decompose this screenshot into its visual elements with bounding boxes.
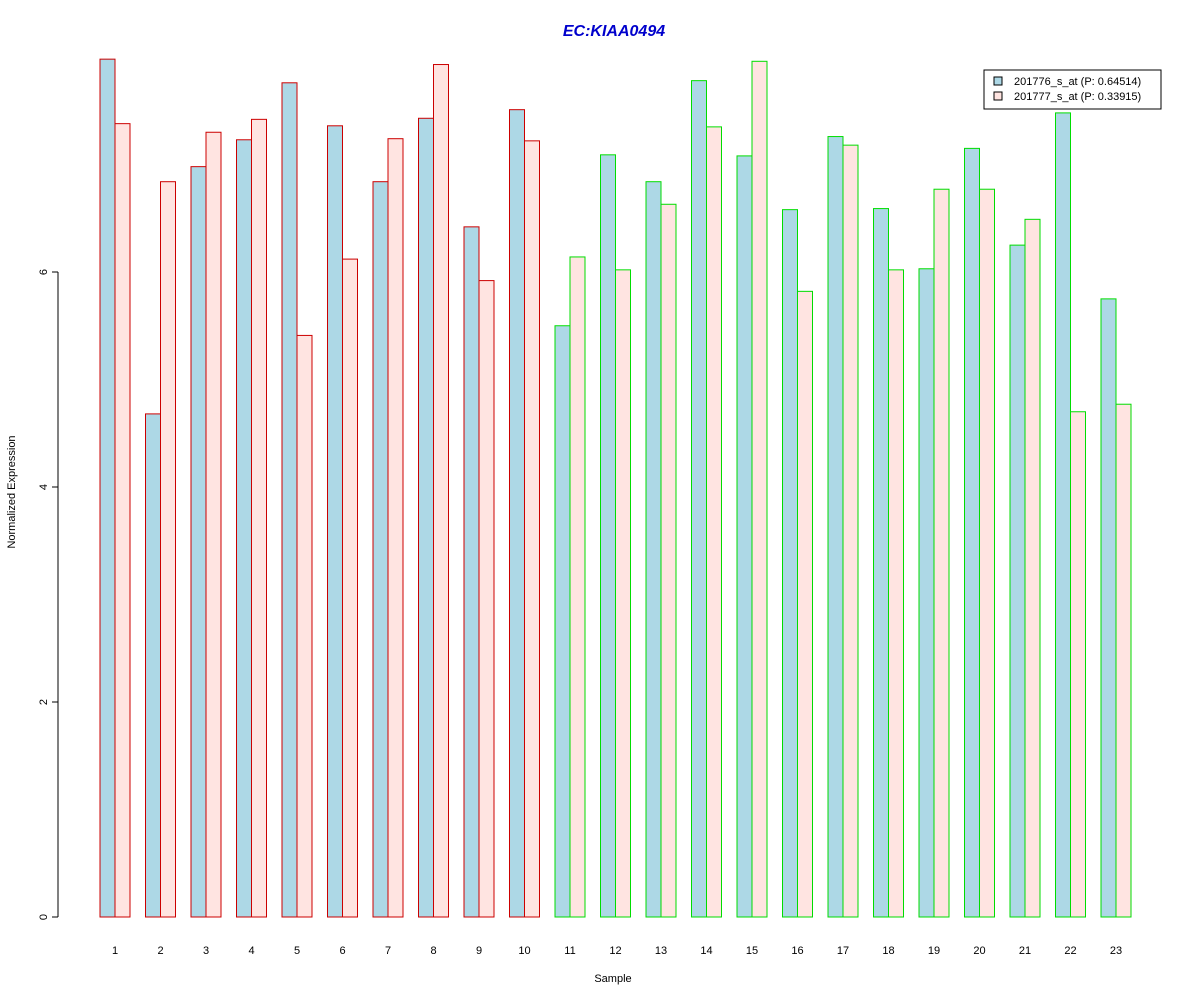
x-tick-label: 9	[476, 945, 482, 957]
y-tick-label: 6	[38, 269, 50, 275]
x-tick-labels: 1 2 3 4 5 6 7 8 9 10 11 12 13 14 15 16 17 18 19 20 21 22 23	[112, 945, 1122, 957]
bar-sample-15-series-1	[736, 155, 753, 918]
bar-sample-5-series-2	[296, 334, 313, 918]
bars-group	[99, 58, 1132, 918]
bar-sample-1-series-2	[114, 123, 131, 918]
bar-sample-16-series-1	[782, 209, 798, 918]
bar-sample-7-series-2	[387, 138, 404, 918]
x-tick-label: 3	[203, 945, 209, 957]
x-tick-label: 19	[928, 945, 940, 957]
bar-sample-23-series-1	[1100, 298, 1117, 918]
bar-sample-14-series-2	[706, 126, 722, 918]
x-axis-label: Sample	[594, 973, 631, 985]
bar-sample-15-series-2	[751, 60, 768, 918]
bar-sample-12-series-1	[600, 154, 616, 918]
y-tick-label: 4	[38, 484, 50, 490]
x-tick-label: 13	[655, 945, 667, 957]
bar-sample-2-series-1	[145, 413, 161, 918]
chart-title: EC:KIAA0494	[563, 23, 665, 40]
bar-sample-12-series-2	[615, 269, 631, 918]
bar-sample-23-series-2	[1115, 403, 1132, 918]
bar-sample-14-series-1	[691, 80, 707, 918]
x-tick-label: 6	[339, 945, 345, 957]
legend-swatch-201776	[993, 76, 1003, 86]
bar-sample-19-series-1	[918, 268, 935, 918]
legend: 201776_s_at (P: 0.64514) 201777_s_at (P:…	[983, 69, 1162, 110]
x-tick-label: 2	[157, 945, 163, 957]
bar-sample-6-series-2	[342, 258, 358, 918]
x-tick-label: 17	[837, 945, 849, 957]
x-tick-label: 21	[1019, 945, 1031, 957]
x-tick-label: 10	[518, 945, 530, 957]
bar-sample-17-series-2	[842, 144, 859, 918]
bar-sample-13-series-1	[645, 181, 662, 918]
x-tick-label: 7	[385, 945, 391, 957]
bar-sample-7-series-1	[372, 181, 389, 918]
x-tick-label: 14	[700, 945, 712, 957]
bar-sample-1-series-1	[99, 58, 116, 918]
x-tick-label: 15	[746, 945, 758, 957]
bar-sample-4-series-1	[236, 139, 252, 918]
bar-sample-8-series-2	[433, 64, 449, 918]
x-tick-label: 23	[1110, 945, 1122, 957]
x-tick-label: 12	[609, 945, 621, 957]
x-tick-label: 20	[973, 945, 985, 957]
x-tick-label: 4	[248, 945, 254, 957]
legend-box	[983, 69, 1162, 110]
y-ticks: 0 2 4 6	[38, 269, 58, 920]
bar-sample-2-series-2	[160, 181, 176, 918]
bar-sample-9-series-2	[478, 280, 495, 918]
bar-sample-21-series-1	[1009, 244, 1026, 918]
y-axis-label: Normalized Expression	[6, 435, 18, 548]
bar-sample-18-series-1	[873, 208, 889, 918]
bar-sample-10-series-2	[524, 140, 540, 918]
x-tick-label: 1	[112, 945, 118, 957]
bar-sample-16-series-2	[797, 290, 813, 918]
bar-sample-13-series-2	[660, 203, 677, 918]
x-tick-label: 11	[564, 945, 575, 957]
bar-sample-3-series-2	[205, 131, 222, 918]
bar-sample-11-series-1	[554, 325, 571, 918]
bar-sample-20-series-2	[979, 188, 995, 918]
x-tick-label: 5	[294, 945, 300, 957]
bar-sample-18-series-2	[888, 269, 904, 918]
bar-sample-19-series-2	[933, 188, 950, 918]
bar-sample-6-series-1	[327, 125, 343, 918]
y-tick-label: 2	[38, 699, 50, 705]
legend-label-201777: 201777_s_at (P: 0.33915)	[1014, 91, 1141, 103]
legend-swatch-201777	[993, 91, 1003, 101]
bar-sample-9-series-1	[463, 226, 480, 918]
bar-sample-10-series-1	[509, 109, 525, 918]
bar-sample-8-series-1	[418, 117, 434, 918]
legend-label-201776: 201776_s_at (P: 0.64514)	[1014, 76, 1141, 88]
y-tick-label: 0	[38, 914, 50, 920]
bar-sample-5-series-1	[281, 82, 298, 918]
bar-sample-4-series-2	[251, 118, 267, 918]
bar-sample-17-series-1	[827, 136, 844, 918]
bar-sample-11-series-2	[569, 256, 586, 918]
x-tick-label: 18	[882, 945, 894, 957]
x-tick-label: 8	[430, 945, 436, 957]
bar-sample-22-series-1	[1055, 112, 1071, 918]
bar-sample-22-series-2	[1070, 411, 1086, 918]
bar-sample-3-series-1	[190, 166, 207, 918]
x-tick-label: 22	[1064, 945, 1076, 957]
bar-sample-20-series-1	[964, 147, 980, 918]
bar-sample-21-series-2	[1024, 218, 1041, 918]
x-tick-label: 16	[791, 945, 803, 957]
